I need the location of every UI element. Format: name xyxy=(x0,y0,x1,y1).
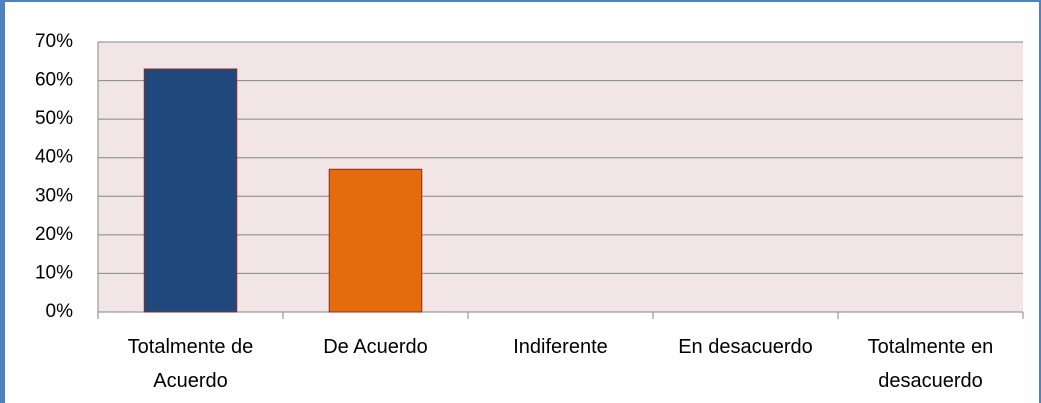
x-tick-label: En desacuerdo xyxy=(678,336,813,358)
x-tick-label: De Acuerdo xyxy=(323,336,428,358)
x-tick-label: Totalmente en desacuerdo xyxy=(867,336,994,392)
bar xyxy=(143,68,238,313)
y-tick-label: 10% xyxy=(35,262,73,283)
y-tick-label: 50% xyxy=(35,108,73,129)
y-tick-label: 30% xyxy=(35,185,73,206)
x-tick-label: Indiferente xyxy=(513,336,608,358)
y-tick-label: 0% xyxy=(46,301,74,322)
y-tick-label: 60% xyxy=(35,70,73,91)
y-tick-label: 20% xyxy=(35,224,73,245)
x-tick-label: Totalmente de Acuerdo xyxy=(127,336,254,392)
y-tick-label: 70% xyxy=(35,31,73,52)
bar xyxy=(328,168,423,313)
plot-area xyxy=(98,42,1023,312)
y-tick-label: 40% xyxy=(35,147,73,168)
